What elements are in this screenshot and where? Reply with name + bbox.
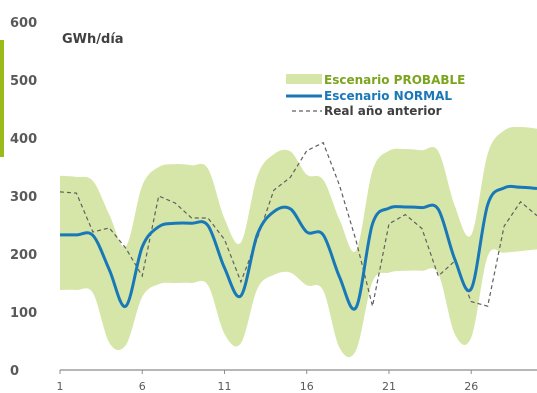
series-probable-band	[60, 126, 537, 358]
x-tick-label: 16	[300, 380, 314, 393]
y-axis-labels: 0 100 200 300 400 500 600	[10, 16, 37, 379]
x-tick-label: 6	[139, 380, 146, 393]
y-tick-label: 400	[10, 132, 37, 147]
legend: Escenario PROBABLE Escenario NORMAL Real…	[286, 73, 465, 118]
legend-label-probable: Escenario PROBABLE	[324, 73, 465, 87]
legend-label-real: Real año anterior	[324, 104, 442, 118]
y-tick-label: 300	[10, 190, 37, 205]
legend-swatch-probable	[286, 74, 322, 84]
plot-area	[59, 126, 537, 358]
y-tick-label: 100	[10, 306, 37, 321]
x-axis-labels: 1 6 11 16 21 26	[57, 370, 478, 393]
x-tick-label: 26	[464, 380, 478, 393]
legend-label-normal: Escenario NORMAL	[324, 89, 452, 103]
accent-bar	[0, 40, 4, 157]
series-normal-line	[59, 184, 537, 311]
y-tick-label: 200	[10, 248, 37, 263]
y-tick-label: 500	[10, 74, 37, 89]
x-tick-label: 1	[57, 380, 64, 393]
x-tick-label: 11	[217, 380, 231, 393]
y-tick-label: 0	[10, 364, 19, 379]
x-tick-label: 21	[382, 380, 396, 393]
unit-label: GWh/día	[62, 32, 124, 47]
y-tick-label: 600	[10, 16, 37, 31]
series-real-line	[59, 141, 537, 307]
